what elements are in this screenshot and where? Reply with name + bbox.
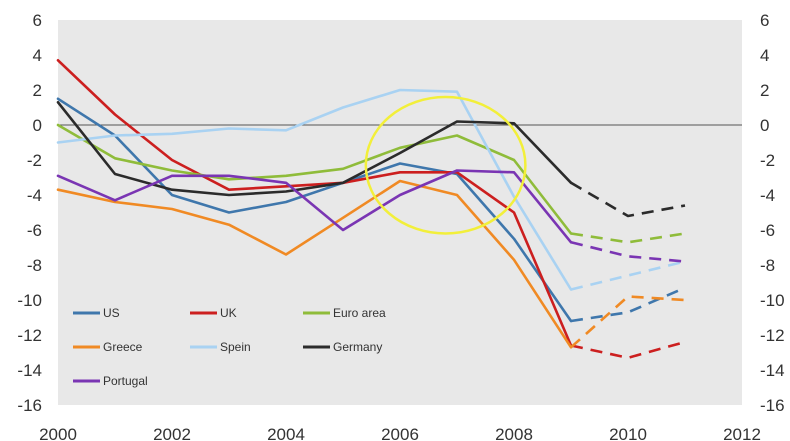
y-tick-label-right: -14: [760, 361, 785, 380]
y-tick-label-left: -6: [27, 221, 42, 240]
legend-label: Portugal: [103, 374, 148, 388]
y-tick-label-right: -2: [760, 151, 775, 170]
series-line-germany: [56, 101, 573, 197]
y-tick-label-right: -6: [760, 221, 775, 240]
legend-label: Germany: [333, 340, 382, 354]
y-tick-label-left: 4: [33, 46, 42, 65]
y-axis-right: 6 4 2 0 -2 -4 -6 -8 -10 -12 -14 -16: [760, 11, 785, 415]
y-tick-label-left: 6: [33, 11, 42, 30]
legend-label: UK: [220, 306, 237, 320]
y-tick-label-right: -12: [760, 326, 785, 345]
plot-background: [58, 20, 742, 405]
y-tick-label-left: -12: [17, 326, 42, 345]
y-tick-label-right: 2: [760, 81, 769, 100]
y-axis-left: 6 4 2 0 -2 -4 -6 -8 -10 -12 -14 -16: [17, 11, 42, 415]
x-tick-label: 2010: [609, 425, 647, 441]
series-line-uk: [56, 58, 573, 347]
y-tick-label-left: -2: [27, 151, 42, 170]
legend-label: Spein: [220, 340, 251, 354]
x-tick-label: 2000: [39, 425, 77, 441]
y-tick-label-left: -10: [17, 291, 42, 310]
x-tick-label: 2008: [495, 425, 533, 441]
legend-label: Greece: [103, 340, 143, 354]
y-tick-label-left: 2: [33, 81, 42, 100]
y-tick-label-right: 4: [760, 46, 769, 65]
highlight-ellipse: [364, 95, 527, 235]
y-tick-label-left: 0: [33, 116, 42, 135]
series-line-portugal: [56, 169, 573, 244]
x-tick-label: 2004: [267, 425, 305, 441]
x-tick-label: 2012: [723, 425, 761, 441]
y-tick-label-right: 6: [760, 11, 769, 30]
y-tick-label-left: -14: [17, 361, 42, 380]
y-tick-label-right: -8: [760, 256, 775, 275]
series-forecast-greece: [570, 295, 686, 349]
y-tick-label-right: -4: [760, 186, 775, 205]
y-tick-label-right: -10: [760, 291, 785, 310]
y-tick-label-left: -8: [27, 256, 42, 275]
legend-label: Euro area: [333, 306, 386, 320]
x-axis: 2000 2002 2004 2006 2008 2010 2012: [39, 425, 761, 441]
y-tick-label-right: -16: [760, 396, 785, 415]
series-layer: [56, 58, 686, 360]
y-tick-label-right: 0: [760, 116, 769, 135]
series-line-spein: [56, 88, 573, 291]
series-forecast-germany: [570, 181, 686, 218]
x-tick-label: 2006: [381, 425, 419, 441]
x-tick-label: 2002: [153, 425, 191, 441]
series-line-greece: [56, 179, 573, 349]
y-tick-label-left: -16: [17, 396, 42, 415]
y-tick-label-left: -4: [27, 186, 42, 205]
series-line-euro-area: [56, 123, 573, 235]
legend-label: US: [103, 306, 120, 320]
legend: US UK Euro area Greece Spein Germany Portugal: [73, 306, 386, 388]
